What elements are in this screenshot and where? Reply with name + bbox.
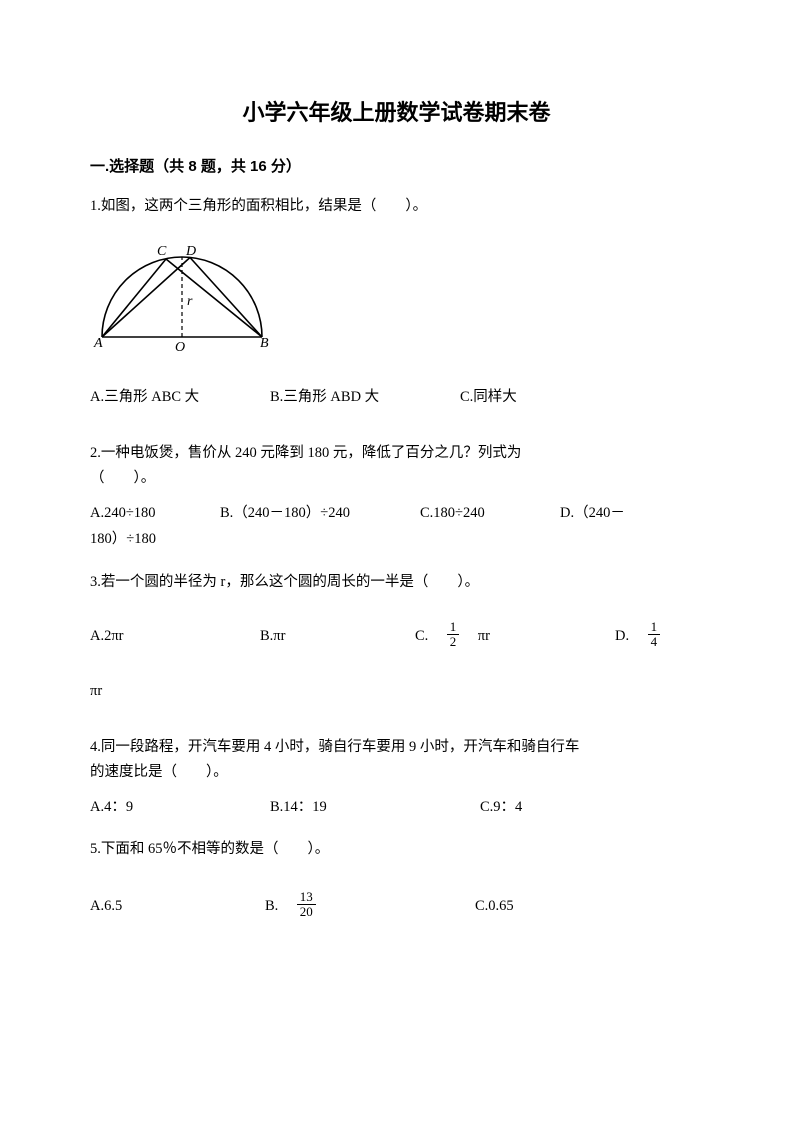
q5-opt-a: A.6.5 (90, 892, 265, 920)
q2-text-line1: 2.一种电饭煲，售价从 240 元降到 180 元，降低了百分之几？列式为 (90, 441, 703, 466)
fraction-icon: 1 2 (447, 620, 460, 648)
svg-text:C: C (157, 244, 167, 259)
question-3: 3.若一个圆的半径为 r，那么这个圆的周长的一半是（ ）。 A.2πr B.πr… (90, 570, 703, 704)
q5-opt-b-pre: B. (265, 894, 293, 919)
q3-tail-text: πr (90, 679, 102, 704)
q4-opt-c: C.9：4 (480, 795, 522, 820)
q2-opt-a: A.240÷180 (90, 501, 220, 526)
question-2: 2.一种电饭煲，售价从 240 元降到 180 元，降低了百分之几？列式为 （ … (90, 441, 703, 552)
q5-opt-b: B. 13 20 (265, 892, 475, 920)
q3-opt-c-pre: C. (415, 624, 443, 649)
q1-text: 1.如图，这两个三角形的面积相比，结果是（ ）。 (90, 194, 703, 219)
section-header: 一.选择题（共 8 题，共 16 分） (90, 155, 703, 176)
q3-opt-c-post: πr (463, 624, 490, 649)
q1-opt-b: B.三角形 ABD 大 (270, 385, 460, 410)
q5-fracB-num: 13 (297, 890, 316, 905)
q1-options: A.三角形 ABC 大 B.三角形 ABD 大 C.同样大 (90, 385, 703, 410)
q4-opt-b: B.14：19 (270, 795, 480, 820)
q3-tail: πr (90, 679, 703, 704)
question-5: 5.下面和 65％不相等的数是（ ）。 A.6.5 B. 13 20 C.0.6… (90, 837, 703, 920)
page-title: 小学六年级上册数学试卷期末卷 (90, 95, 703, 127)
q4-opt-a: A.4：9 (90, 795, 270, 820)
q3-opt-b: B.πr (260, 622, 415, 650)
question-1: 1.如图，这两个三角形的面积相比，结果是（ ）。 A B C D O r A.三… (90, 194, 703, 409)
q3-fracD-den: 4 (648, 635, 661, 649)
q3-opt-d-pre: D. (615, 624, 644, 649)
q3-fracD-num: 1 (648, 620, 661, 635)
q5-opt-c: C.0.65 (475, 892, 514, 920)
svg-text:B: B (260, 336, 269, 351)
q2-opt-d-part1: D.（240－ (560, 501, 625, 526)
q1-figure: A B C D O r (90, 237, 703, 357)
q2-opt-b: B.（240－180）÷240 (220, 501, 420, 526)
q3-opt-a: A.2πr (90, 622, 260, 650)
q1-opt-a: A.三角形 ABC 大 (90, 385, 270, 410)
fraction-icon: 13 20 (297, 890, 316, 918)
q2-opt-d-part2: 180）÷180 (90, 527, 156, 552)
q3-opt-d: D. 1 4 (615, 622, 664, 650)
q4-options: A.4：9 B.14：19 C.9：4 (90, 795, 703, 820)
svg-text:A: A (93, 336, 103, 351)
q2-options-line2: 180）÷180 (90, 527, 703, 552)
svg-text:r: r (187, 294, 193, 309)
q5-options: A.6.5 B. 13 20 C.0.65 (90, 892, 703, 920)
svg-text:O: O (175, 340, 185, 352)
question-4: 4.同一段路程，开汽车要用 4 小时，骑自行车要用 9 小时，开汽车和骑自行车 … (90, 735, 703, 819)
q2-options-line1: A.240÷180 B.（240－180）÷240 C.180÷240 D.（2… (90, 501, 703, 526)
fraction-icon: 1 4 (648, 620, 661, 648)
q2-opt-c: C.180÷240 (420, 501, 560, 526)
q3-fracC-num: 1 (447, 620, 460, 635)
q5-text: 5.下面和 65％不相等的数是（ ）。 (90, 837, 703, 862)
svg-text:D: D (185, 244, 196, 259)
q1-opt-c: C.同样大 (460, 385, 517, 410)
q5-fracB-den: 20 (297, 905, 316, 919)
q3-options: A.2πr B.πr C. 1 2 πr D. 1 4 (90, 622, 703, 650)
q4-text-line2: 的速度比是（ ）。 (90, 760, 703, 785)
q2-text-line2: （ ）。 (90, 466, 703, 491)
q3-opt-c: C. 1 2 πr (415, 622, 615, 650)
q3-text: 3.若一个圆的半径为 r，那么这个圆的周长的一半是（ ）。 (90, 570, 703, 595)
q3-fracC-den: 2 (447, 635, 460, 649)
q4-text-line1: 4.同一段路程，开汽车要用 4 小时，骑自行车要用 9 小时，开汽车和骑自行车 (90, 735, 703, 760)
